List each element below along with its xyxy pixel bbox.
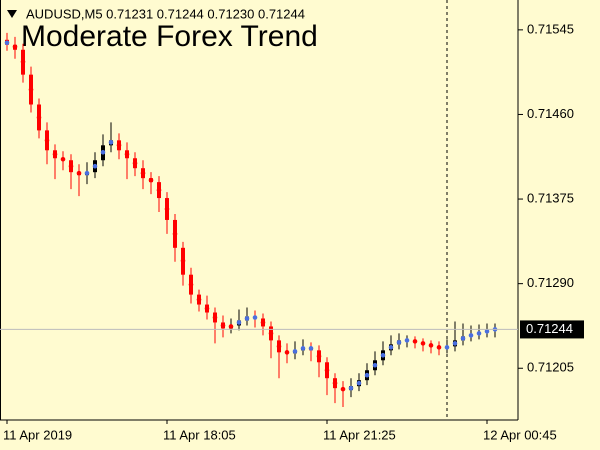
indicator-dot bbox=[412, 339, 418, 344]
y-tick-label: 0.71375 bbox=[527, 190, 574, 205]
indicator-dot bbox=[452, 341, 458, 346]
indicator-dot bbox=[276, 344, 282, 349]
indicator-dot bbox=[60, 156, 66, 162]
indicator-dot bbox=[476, 331, 482, 336]
indicator-dot bbox=[220, 323, 226, 328]
indicator-dot bbox=[196, 297, 202, 302]
indicator-dot bbox=[364, 372, 370, 378]
indicator-dot bbox=[36, 115, 42, 120]
indicator-dot bbox=[132, 160, 138, 166]
indicator-dot bbox=[252, 315, 258, 320]
indicator-dot bbox=[484, 329, 490, 334]
indicator-dot bbox=[100, 149, 106, 155]
chart-title: Moderate Forex Trend bbox=[21, 20, 318, 53]
indicator-dot bbox=[140, 170, 146, 176]
indicator-dot bbox=[444, 345, 450, 350]
indicator-dot bbox=[188, 282, 194, 287]
x-tick-label: 12 Apr 00:45 bbox=[483, 427, 557, 442]
indicator-dot bbox=[316, 354, 322, 359]
indicator-dot bbox=[340, 386, 346, 392]
y-tick-label: 0.71460 bbox=[527, 106, 574, 121]
indicator-dot bbox=[396, 340, 402, 345]
indicator-dot bbox=[28, 87, 34, 92]
indicator-dot bbox=[404, 338, 410, 343]
indicator-dot bbox=[212, 315, 218, 320]
indicator-dot bbox=[44, 138, 50, 143]
indicator-dot bbox=[260, 320, 266, 325]
indicator-dot bbox=[92, 163, 98, 169]
indicator-dot bbox=[372, 362, 378, 368]
x-tick-label: 11 Apr 2019 bbox=[3, 427, 72, 442]
y-tick-label: 0.71290 bbox=[527, 275, 574, 290]
indicator-dot bbox=[108, 140, 114, 145]
indicator-dot bbox=[268, 331, 274, 336]
indicator-dot bbox=[20, 59, 26, 65]
indicator-dot bbox=[420, 341, 426, 346]
indicator-dot bbox=[308, 346, 314, 351]
indicator-dot bbox=[148, 177, 154, 183]
current-price-label: 0.71244 bbox=[526, 321, 573, 336]
indicator-dot bbox=[124, 151, 130, 157]
y-tick-label: 0.71205 bbox=[527, 360, 574, 375]
chart-header: AUDUSD,M5 0.71231 0.71244 0.71230 0.7124… bbox=[26, 6, 305, 21]
indicator-dot bbox=[12, 44, 18, 50]
indicator-dot bbox=[68, 163, 74, 169]
indicator-dot bbox=[460, 336, 466, 341]
indicator-dot bbox=[356, 380, 362, 386]
x-tick-label: 11 Apr 21:25 bbox=[323, 427, 396, 442]
indicator-dot bbox=[204, 306, 210, 311]
current-price-tag bbox=[520, 320, 584, 339]
indicator-dot bbox=[84, 170, 90, 176]
indicator-dot bbox=[380, 353, 386, 358]
indicator-dot bbox=[292, 349, 298, 354]
indicator-dot bbox=[116, 143, 122, 148]
menu-arrow bbox=[7, 10, 17, 18]
indicator-dot bbox=[236, 320, 242, 325]
indicator-dot bbox=[4, 40, 10, 46]
indicator-dot bbox=[324, 367, 330, 373]
indicator-dot bbox=[164, 206, 170, 212]
indicator-dot bbox=[52, 151, 58, 157]
indicator-dot bbox=[284, 350, 290, 355]
indicator-dot bbox=[332, 380, 338, 386]
indicator-dot bbox=[76, 170, 82, 176]
indicator-dot bbox=[172, 231, 178, 237]
indicator-dot bbox=[436, 345, 442, 350]
y-tick-label: 0.71545 bbox=[527, 21, 574, 36]
indicator-dot bbox=[388, 345, 394, 350]
indicator-dot bbox=[228, 324, 234, 329]
x-tick-label: 11 Apr 18:05 bbox=[163, 427, 236, 442]
indicator-dot bbox=[156, 187, 162, 193]
indicator-dot bbox=[348, 385, 354, 391]
indicator-dot bbox=[180, 258, 186, 264]
indicator-dot bbox=[468, 333, 474, 338]
indicator-dot bbox=[244, 316, 250, 321]
indicator-dot bbox=[300, 346, 306, 351]
indicator-dot bbox=[428, 343, 434, 348]
